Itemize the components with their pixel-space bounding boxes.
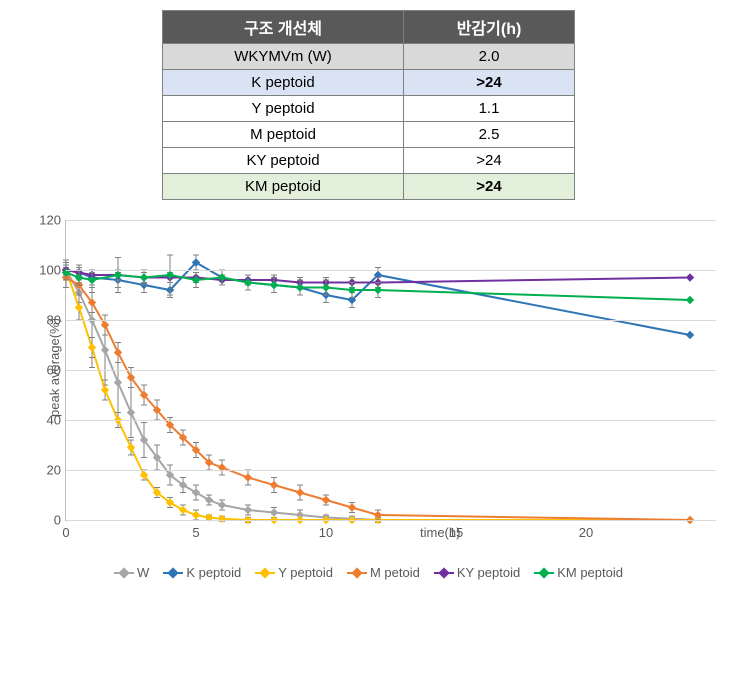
diamond-marker-icon: [351, 567, 362, 578]
legend-swatch: [534, 572, 554, 574]
half-life-table: 구조 개선체반감기(h) WKYMVm (W)2.0K peptoid>24Y …: [162, 10, 575, 200]
y-grid-line: [66, 320, 716, 321]
table-row: K peptoid>24: [163, 70, 575, 96]
legend-item: M petoid: [347, 565, 420, 580]
series-marker: [323, 284, 330, 291]
half-life-table-wrapper: 구조 개선체반감기(h) WKYMVm (W)2.0K peptoid>24Y …: [10, 10, 727, 200]
y-tick-label: 60: [47, 363, 61, 378]
series-marker: [128, 444, 135, 451]
y-tick-label: 80: [47, 313, 61, 328]
series-marker: [323, 497, 330, 504]
series-marker: [271, 282, 278, 289]
y-grid-line: [66, 520, 716, 521]
y-tick-label: 40: [47, 413, 61, 428]
table-row: M peptoid2.5: [163, 122, 575, 148]
series-marker: [128, 409, 135, 416]
diamond-marker-icon: [260, 567, 271, 578]
diamond-marker-icon: [168, 567, 179, 578]
x-tick-label: 10: [319, 525, 333, 540]
legend-swatch: [114, 572, 134, 574]
series-marker: [76, 304, 83, 311]
series-marker: [141, 274, 148, 281]
plot-area: 02040608010012005101520: [65, 220, 716, 521]
y-grid-line: [66, 220, 716, 221]
half-life-value-cell: >24: [404, 70, 575, 96]
half-life-value-cell: 2.5: [404, 122, 575, 148]
series-line: [66, 270, 690, 520]
compound-name-cell: K peptoid: [163, 70, 404, 96]
legend-label: K peptoid: [186, 565, 241, 580]
series-marker: [115, 349, 122, 356]
legend-swatch: [434, 572, 454, 574]
series-marker: [245, 507, 252, 514]
compound-name-cell: Y peptoid: [163, 96, 404, 122]
y-grid-line: [66, 420, 716, 421]
decay-chart: peak average(%) 02040608010012005101520 …: [10, 210, 727, 580]
table-row: KM peptoid>24: [163, 174, 575, 200]
series-marker: [271, 509, 278, 516]
table-header-cell: 반감기(h): [404, 11, 575, 44]
y-grid-line: [66, 270, 716, 271]
series-marker: [102, 387, 109, 394]
legend-item: Y peptoid: [255, 565, 333, 580]
series-marker: [687, 332, 694, 339]
chart-legend: W K peptoid Y peptoid M petoid KY peptoid KM …: [10, 565, 727, 580]
y-tick-label: 120: [39, 213, 61, 228]
y-tick-label: 100: [39, 263, 61, 278]
series-marker: [687, 274, 694, 281]
legend-label: Y peptoid: [278, 565, 333, 580]
table-header-cell: 구조 개선체: [163, 11, 404, 44]
compound-name-cell: KY peptoid: [163, 148, 404, 174]
series-marker: [349, 504, 356, 511]
compound-name-cell: WKYMVm (W): [163, 44, 404, 70]
legend-item: W: [114, 565, 149, 580]
compound-name-cell: KM peptoid: [163, 174, 404, 200]
diamond-marker-icon: [438, 567, 449, 578]
legend-swatch: [347, 572, 367, 574]
table-row: KY peptoid>24: [163, 148, 575, 174]
legend-swatch: [163, 572, 183, 574]
diamond-marker-icon: [118, 567, 129, 578]
y-tick-label: 20: [47, 463, 61, 478]
diamond-marker-icon: [539, 567, 550, 578]
legend-item: K peptoid: [163, 565, 241, 580]
half-life-value-cell: 2.0: [404, 44, 575, 70]
legend-swatch: [255, 572, 275, 574]
legend-label: KY peptoid: [457, 565, 520, 580]
y-grid-line: [66, 470, 716, 471]
series-marker: [89, 344, 96, 351]
y-tick-label: 0: [54, 513, 61, 528]
half-life-value-cell: >24: [404, 148, 575, 174]
y-grid-line: [66, 370, 716, 371]
series-marker: [687, 297, 694, 304]
half-life-value-cell: 1.1: [404, 96, 575, 122]
half-life-value-cell: >24: [404, 174, 575, 200]
legend-label: KM peptoid: [557, 565, 623, 580]
series-marker: [219, 502, 226, 509]
x-tick-label: 0: [62, 525, 69, 540]
series-marker: [193, 512, 200, 519]
series-line: [66, 270, 690, 520]
series-line: [66, 278, 690, 521]
series-marker: [297, 489, 304, 496]
table-row: WKYMVm (W)2.0: [163, 44, 575, 70]
series-marker: [271, 482, 278, 489]
series-marker: [297, 284, 304, 291]
table-row: Y peptoid1.1: [163, 96, 575, 122]
legend-label: W: [137, 565, 149, 580]
x-tick-label: 20: [579, 525, 593, 540]
series-marker: [102, 347, 109, 354]
compound-name-cell: M peptoid: [163, 122, 404, 148]
legend-label: M petoid: [370, 565, 420, 580]
series-marker: [245, 474, 252, 481]
legend-item: KM peptoid: [534, 565, 623, 580]
series-marker: [115, 379, 122, 386]
x-tick-label: 5: [192, 525, 199, 540]
x-axis-label: time(h): [420, 525, 460, 540]
legend-item: KY peptoid: [434, 565, 520, 580]
